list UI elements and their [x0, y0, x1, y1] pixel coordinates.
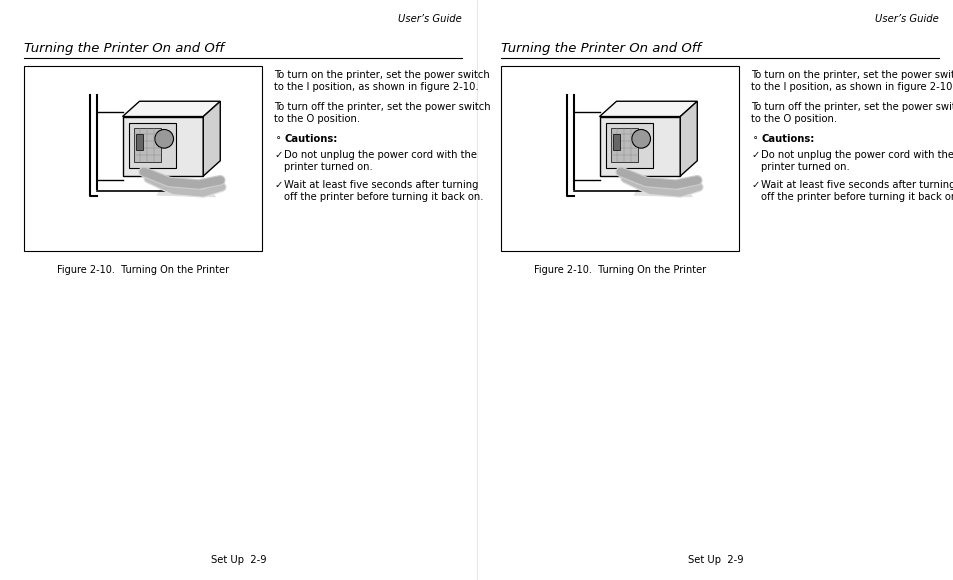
Text: Wait at least five seconds after turning: Wait at least five seconds after turning	[284, 180, 478, 190]
Polygon shape	[203, 102, 220, 176]
Bar	[122, 117, 203, 176]
Text: Figure 2-10.  Turning On the Printer: Figure 2-10. Turning On the Printer	[57, 265, 229, 275]
Text: To turn off the printer, set the power switch: To turn off the printer, set the power s…	[751, 102, 953, 112]
Text: Turning the Printer On and Off: Turning the Printer On and Off	[500, 42, 700, 55]
Text: Wait at least five seconds after turning: Wait at least five seconds after turning	[760, 180, 953, 190]
Text: ✓: ✓	[751, 150, 760, 160]
Text: To turn off the printer, set the power switch: To turn off the printer, set the power s…	[274, 102, 491, 112]
Bar	[613, 135, 619, 150]
Text: User’s Guide: User’s Guide	[397, 14, 461, 24]
Text: ✓: ✓	[274, 150, 283, 160]
Text: Turning the Printer On and Off: Turning the Printer On and Off	[24, 42, 224, 55]
Text: off the printer before turning it back on.: off the printer before turning it back o…	[284, 192, 483, 202]
Text: ⚬: ⚬	[751, 134, 758, 143]
Circle shape	[154, 129, 173, 148]
Text: to the I position, as shown in figure 2-10.: to the I position, as shown in figure 2-…	[751, 82, 953, 92]
Polygon shape	[598, 102, 697, 117]
Text: off the printer before turning it back on.: off the printer before turning it back o…	[760, 192, 953, 202]
Text: ✓: ✓	[274, 180, 283, 190]
Bar	[598, 117, 679, 176]
Circle shape	[631, 129, 650, 148]
Text: Cautions:: Cautions:	[760, 134, 814, 144]
Bar	[136, 135, 143, 150]
Text: User’s Guide: User’s Guide	[874, 14, 938, 24]
Text: ⚬: ⚬	[274, 134, 281, 143]
Text: printer turned on.: printer turned on.	[760, 162, 849, 172]
Text: Figure 2-10.  Turning On the Printer: Figure 2-10. Turning On the Printer	[534, 265, 705, 275]
Text: Do not unplug the power cord with the: Do not unplug the power cord with the	[760, 150, 953, 160]
Bar	[500, 66, 739, 251]
Text: Set Up  2-9: Set Up 2-9	[687, 555, 742, 565]
Bar	[606, 124, 653, 168]
Polygon shape	[156, 187, 215, 197]
Text: Set Up  2-9: Set Up 2-9	[211, 555, 266, 565]
Text: To turn on the printer, set the power switch: To turn on the printer, set the power sw…	[274, 70, 490, 80]
Text: Do not unplug the power cord with the: Do not unplug the power cord with the	[284, 150, 477, 160]
Bar	[130, 124, 176, 168]
Text: To turn on the printer, set the power switch: To turn on the printer, set the power sw…	[751, 70, 953, 80]
Polygon shape	[122, 102, 220, 117]
Polygon shape	[679, 102, 697, 176]
Text: printer turned on.: printer turned on.	[284, 162, 373, 172]
Bar	[133, 128, 161, 162]
Bar	[24, 66, 262, 251]
Text: Cautions:: Cautions:	[284, 134, 337, 144]
Bar	[610, 128, 638, 162]
Text: to the O position.: to the O position.	[274, 114, 360, 124]
Text: to the O position.: to the O position.	[751, 114, 837, 124]
Text: ✓: ✓	[751, 180, 760, 190]
Polygon shape	[633, 187, 692, 197]
Text: to the I position, as shown in figure 2-10.: to the I position, as shown in figure 2-…	[274, 82, 478, 92]
